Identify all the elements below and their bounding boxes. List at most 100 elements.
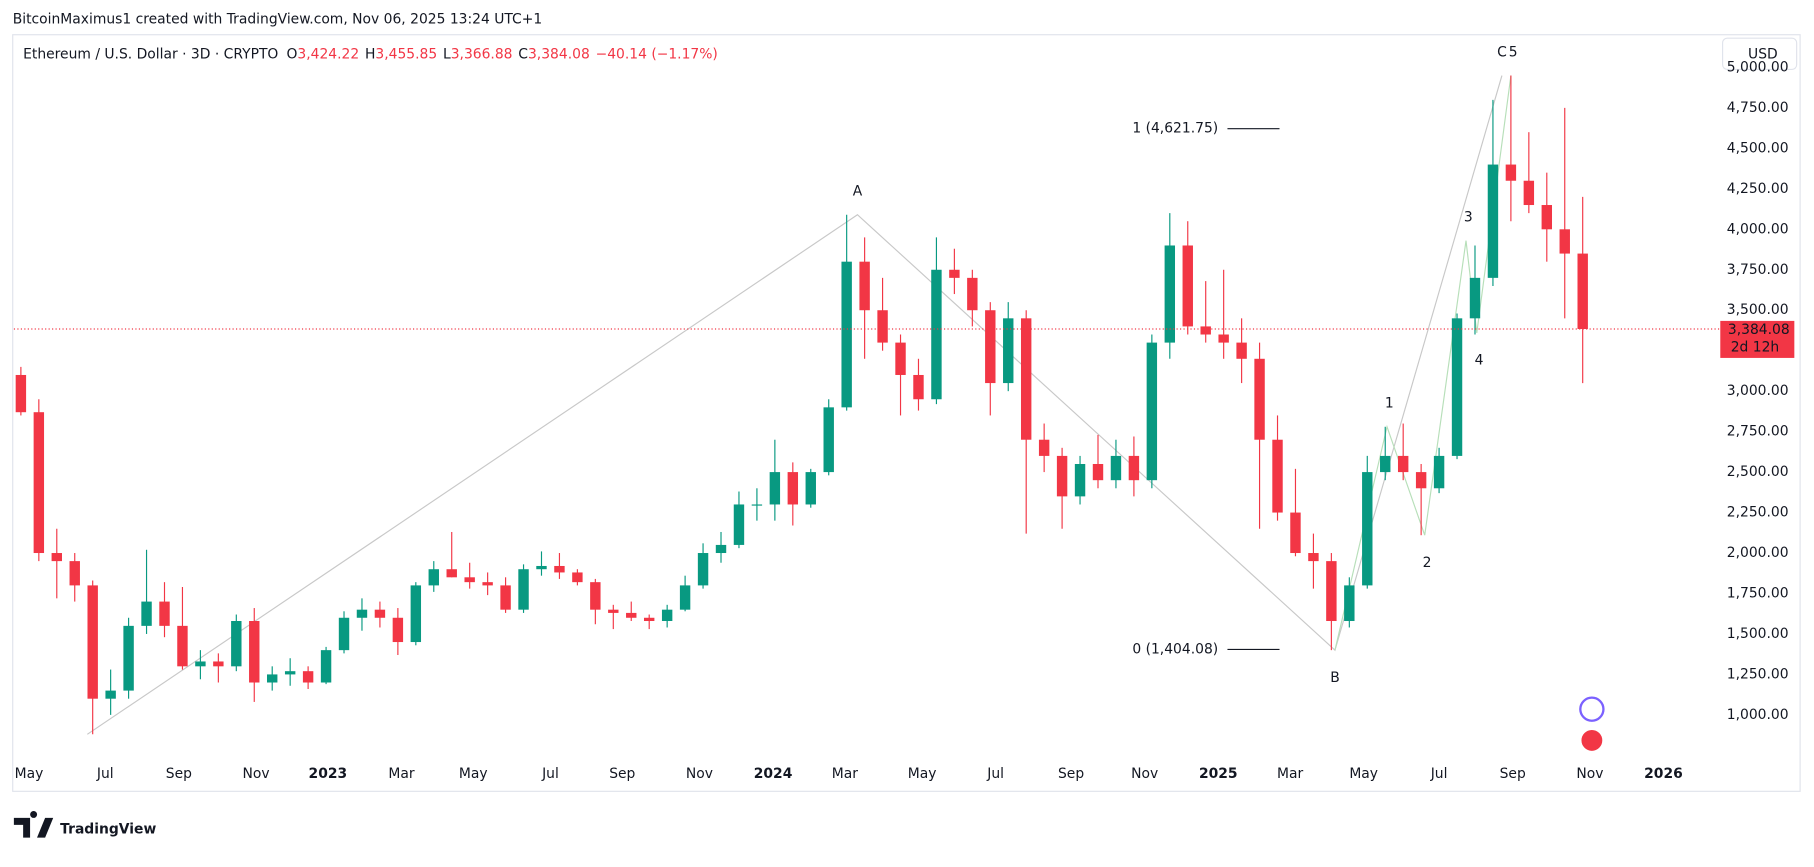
candle-body: [1074, 463, 1086, 497]
candle-body: [464, 577, 475, 583]
x-tick-label: Sep: [1058, 766, 1084, 782]
candle-body: [1290, 512, 1301, 554]
candle-body: [87, 585, 98, 699]
candle-body: [410, 585, 422, 643]
candle-body: [1272, 439, 1283, 513]
candle-body: [895, 342, 906, 375]
wave-label: 1: [1385, 396, 1394, 412]
watermark: BitcoinMaximus1 created with TradingView…: [13, 12, 542, 28]
candle-body: [1182, 245, 1193, 327]
candle-body: [177, 625, 188, 667]
candle-body: [1003, 318, 1014, 384]
candle-body: [1056, 455, 1068, 497]
candle-body: [1505, 164, 1517, 181]
x-tick-label: May: [1349, 766, 1378, 782]
y-tick-label: 1,500.00: [1727, 626, 1789, 642]
ohlc-value: 3,424.22: [297, 46, 359, 62]
candle-body: [356, 609, 368, 618]
wave-label: C: [1497, 44, 1507, 60]
ohlc-key: C: [518, 46, 528, 62]
candle-body: [967, 277, 978, 311]
candle-body: [697, 553, 709, 586]
y-tick-label: 4,250.00: [1727, 181, 1789, 197]
candle-body: [572, 572, 583, 583]
candle-body: [482, 582, 493, 586]
currency-label[interactable]: USD: [1748, 46, 1778, 62]
x-tick-label: Nov: [243, 766, 270, 782]
x-tick-label: Jul: [1430, 766, 1448, 782]
candle-body: [428, 569, 439, 586]
wave-label: 2: [1423, 555, 1432, 571]
last-price-label: 3,384.08: [1728, 322, 1790, 338]
logo-mark: [13, 810, 54, 838]
candle-body: [1110, 455, 1122, 481]
x-tick-label: Sep: [166, 766, 192, 782]
candle-body: [1541, 205, 1553, 230]
x-tick-label: Mar: [388, 766, 414, 782]
candle-body: [1308, 553, 1319, 562]
candle-body: [608, 609, 619, 613]
candle-body: [302, 671, 314, 683]
candle-body: [1362, 472, 1373, 586]
candle-body: [985, 310, 996, 384]
candle-body: [1451, 318, 1463, 456]
x-tick-label: Jul: [986, 766, 1004, 782]
candle-body: [661, 609, 673, 622]
candle-body: [338, 617, 350, 651]
wave-label: B: [1330, 670, 1340, 686]
brand-name: TradingView: [60, 822, 156, 838]
candle-body: [643, 617, 655, 622]
candle-body: [913, 374, 924, 400]
candle-body: [231, 621, 242, 667]
candle-body: [1577, 253, 1588, 329]
ohlc-key: H: [365, 46, 375, 62]
candle-body: [1487, 164, 1499, 278]
candle-body: [33, 412, 45, 554]
candle-body: [1020, 318, 1032, 440]
y-tick-label: 4,750.00: [1727, 100, 1789, 116]
candle-body: [787, 472, 799, 505]
candle-body: [1469, 277, 1481, 319]
x-tick-label: Nov: [1131, 766, 1158, 782]
wave-label: 3: [1464, 209, 1473, 225]
x-tick-label: Sep: [609, 766, 635, 782]
candle-body: [213, 661, 224, 667]
x-tick-label: May: [15, 766, 44, 782]
x-tick-label: 2023: [309, 766, 348, 782]
candle-body: [626, 612, 637, 618]
countdown-label: 2d 12h: [1731, 340, 1780, 356]
candle-body: [15, 374, 27, 413]
y-tick-label: 4,000.00: [1727, 221, 1789, 237]
candle-body: [823, 407, 834, 473]
currency-button[interactable]: [1722, 37, 1798, 71]
candle-body: [1200, 326, 1211, 335]
x-tick-label: 2026: [1644, 766, 1683, 782]
y-tick-label: 3,000.00: [1727, 383, 1789, 399]
candle-body: [769, 472, 781, 505]
candle-body: [1092, 463, 1104, 481]
candle-body: [536, 565, 547, 570]
candle-body: [320, 650, 332, 683]
candle-body: [715, 544, 727, 554]
candle-body: [105, 690, 116, 699]
ohlc-value: 3,384.08: [528, 46, 590, 62]
candle-body: [949, 269, 960, 278]
ohlc-value: 3,366.88: [451, 46, 513, 62]
x-tick-label: May: [908, 766, 937, 782]
candle-body: [733, 504, 745, 545]
ohlc-key: O: [286, 46, 297, 62]
icon: [1579, 696, 1605, 722]
x-tick-label: 2024: [754, 766, 793, 782]
candle-body: [751, 504, 763, 506]
ohlc-value: 3,455.85: [375, 46, 437, 62]
candle-body: [284, 671, 296, 675]
symbol: Ethereum / U.S. Dollar · 3D · CRYPTO: [23, 46, 278, 62]
y-tick-label: 5,000.00: [1727, 59, 1789, 75]
candle-body: [554, 565, 565, 573]
last-price-box: [1720, 320, 1795, 358]
candle-body: [123, 625, 134, 691]
candle-body: [1559, 229, 1570, 254]
y-tick-label: 3,500.00: [1727, 302, 1789, 318]
wave-line: [86, 75, 1503, 735]
